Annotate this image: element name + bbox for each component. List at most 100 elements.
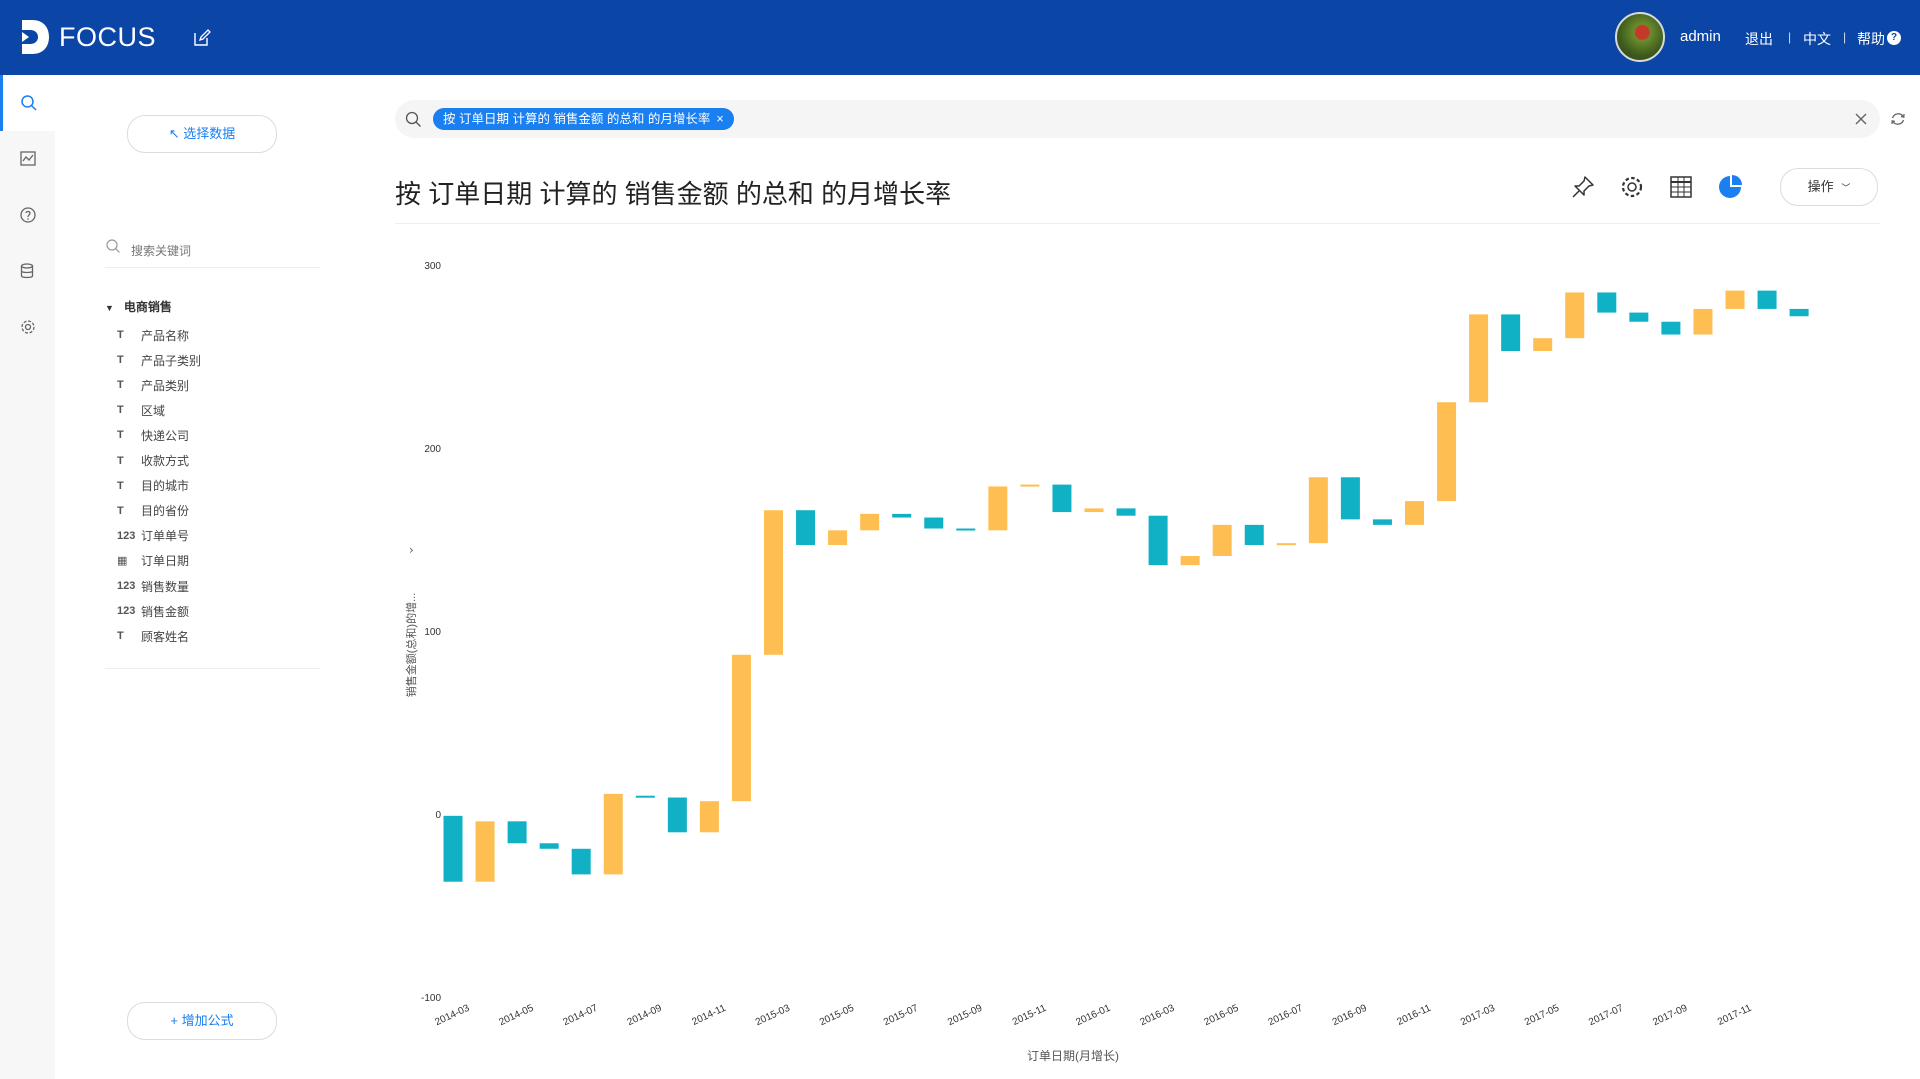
chart-bar[interactable] bbox=[1084, 508, 1104, 513]
logout-link[interactable]: 退出 bbox=[1745, 31, 1773, 47]
field-item[interactable]: T 收款方式 bbox=[117, 451, 189, 471]
field-item[interactable]: 123 订单单号 bbox=[117, 526, 189, 546]
field-item[interactable]: ▦ 订单日期 bbox=[117, 551, 189, 571]
rail-settings[interactable] bbox=[0, 299, 55, 355]
chart-bar[interactable] bbox=[571, 848, 591, 875]
chart-bar[interactable] bbox=[1725, 290, 1745, 309]
field-item[interactable]: T 产品类别 bbox=[117, 375, 189, 395]
field-item[interactable]: T 目的城市 bbox=[117, 476, 189, 496]
chart-bar[interactable] bbox=[1405, 501, 1424, 525]
add-formula-button[interactable]: + 增加公式 bbox=[127, 1002, 277, 1040]
chart-bar[interactable] bbox=[1533, 338, 1553, 352]
chart-bar[interactable] bbox=[1372, 519, 1392, 525]
clear-icon[interactable] bbox=[1853, 111, 1869, 127]
rail-data[interactable] bbox=[0, 243, 55, 299]
x-tick-label: 2015-07 bbox=[882, 1003, 920, 1029]
rail-search[interactable] bbox=[0, 75, 55, 131]
chart-bar[interactable] bbox=[475, 821, 495, 882]
chart-bar[interactable] bbox=[988, 486, 1008, 531]
chart-bar[interactable] bbox=[1501, 314, 1521, 352]
chart-bar[interactable] bbox=[1469, 314, 1489, 403]
chart-bar[interactable] bbox=[667, 797, 687, 833]
x-tick-label: 2014-03 bbox=[433, 1003, 471, 1029]
search-token-label: 按 订单日期 计算的 销售金额 的总和 的月增长率 bbox=[443, 112, 711, 126]
chart-bar[interactable] bbox=[860, 513, 880, 531]
chart-bar[interactable] bbox=[1052, 484, 1072, 513]
chart-bar[interactable] bbox=[956, 528, 976, 531]
field-item[interactable]: T 快递公司 bbox=[117, 425, 189, 445]
chart-bar[interactable] bbox=[1340, 477, 1360, 520]
app-logo[interactable]: FOCUS bbox=[20, 18, 156, 56]
page-title: 按 订单日期 计算的 销售金额 的总和 的月增长率 bbox=[395, 179, 952, 209]
field-item[interactable]: 123 销售数量 bbox=[117, 576, 189, 596]
chart-bar[interactable] bbox=[635, 795, 655, 798]
keyword-search-input[interactable] bbox=[129, 243, 313, 259]
search-token[interactable]: 按 订单日期 计算的 销售金额 的总和 的月增长率 × bbox=[433, 108, 734, 130]
gear-icon[interactable] bbox=[1619, 174, 1645, 200]
calendar-icon: ▦ bbox=[117, 555, 128, 568]
refresh-icon[interactable] bbox=[1890, 111, 1906, 127]
field-item[interactable]: T 顾客姓名 bbox=[117, 626, 189, 646]
pin-icon[interactable] bbox=[1570, 174, 1596, 200]
chart-bar[interactable] bbox=[1020, 484, 1040, 487]
operations-label: 操作 bbox=[1807, 179, 1834, 194]
gear-icon bbox=[20, 320, 35, 334]
chart-bar[interactable] bbox=[443, 815, 463, 882]
chart-bar[interactable] bbox=[1789, 308, 1809, 317]
chart-bar[interactable] bbox=[1308, 477, 1328, 544]
chart-bar[interactable] bbox=[1597, 292, 1617, 313]
chart-bar[interactable] bbox=[1565, 292, 1585, 339]
chart-bar[interactable] bbox=[1661, 321, 1681, 335]
chart-bar[interactable] bbox=[603, 793, 623, 875]
chart-bar[interactable] bbox=[1244, 524, 1264, 545]
chart-bar[interactable] bbox=[1148, 515, 1168, 566]
chart-bar[interactable] bbox=[1116, 508, 1136, 516]
chart-bar[interactable] bbox=[1212, 524, 1232, 556]
edit-icon[interactable] bbox=[193, 29, 211, 47]
operations-dropdown[interactable]: 操作 ﹀ bbox=[1780, 168, 1878, 206]
pie-chart-icon[interactable] bbox=[1717, 174, 1743, 200]
language-link[interactable]: 中文 bbox=[1803, 31, 1831, 47]
chart-bar[interactable] bbox=[892, 513, 912, 518]
chart-bar[interactable] bbox=[828, 530, 848, 545]
chart-bar[interactable] bbox=[1757, 290, 1777, 309]
chart-bar[interactable] bbox=[924, 517, 944, 529]
number-type-icon: 123 bbox=[117, 580, 136, 592]
x-tick-label: 2014-07 bbox=[562, 1003, 600, 1029]
table-icon[interactable] bbox=[1668, 174, 1694, 200]
chart-bar[interactable] bbox=[1276, 543, 1296, 546]
field-item[interactable]: T 目的省份 bbox=[117, 501, 189, 521]
chart-bar[interactable] bbox=[539, 843, 559, 849]
x-tick-label: 2015-09 bbox=[946, 1003, 984, 1029]
chart-bar[interactable] bbox=[1437, 402, 1457, 502]
chart-bar[interactable] bbox=[796, 510, 816, 545]
chart-bar[interactable] bbox=[1180, 555, 1200, 566]
field-item[interactable]: T 产品子类别 bbox=[117, 350, 201, 370]
help-icon[interactable]: ? bbox=[1887, 31, 1901, 45]
database-icon bbox=[20, 263, 33, 279]
field-label: 目的省份 bbox=[141, 504, 190, 519]
chart-bar[interactable] bbox=[731, 654, 751, 802]
chart-bar[interactable] bbox=[1693, 308, 1713, 335]
field-item[interactable]: 123 销售金额 bbox=[117, 601, 189, 621]
token-close-icon[interactable]: × bbox=[716, 112, 724, 126]
expand-axis-icon[interactable]: › bbox=[409, 543, 414, 557]
chart-bar[interactable] bbox=[1629, 312, 1649, 322]
chart-bar[interactable] bbox=[507, 821, 527, 844]
field-item[interactable]: T 产品名称 bbox=[117, 325, 189, 345]
table-name[interactable]: ▼ 电商销售 bbox=[105, 298, 172, 315]
field-label: 快递公司 bbox=[141, 428, 190, 443]
chart-bar[interactable] bbox=[699, 801, 719, 833]
rail-help[interactable] bbox=[0, 187, 55, 243]
rail-dashboard[interactable] bbox=[0, 131, 55, 187]
chevron-down-icon: ﹀ bbox=[1841, 183, 1851, 193]
select-data-button[interactable]: ↖ 选择数据 bbox=[127, 115, 277, 153]
username[interactable]: admin bbox=[1680, 28, 1721, 45]
chart-bars bbox=[443, 290, 1809, 882]
x-tick-label: 2016-05 bbox=[1203, 1003, 1241, 1029]
avatar[interactable] bbox=[1615, 12, 1665, 62]
chart-bar[interactable] bbox=[764, 510, 783, 655]
help-link[interactable]: 帮助 bbox=[1857, 31, 1885, 47]
field-item[interactable]: T 区域 bbox=[117, 400, 165, 420]
search-bar[interactable]: 按 订单日期 计算的 销售金额 的总和 的月增长率 × bbox=[395, 100, 1905, 138]
